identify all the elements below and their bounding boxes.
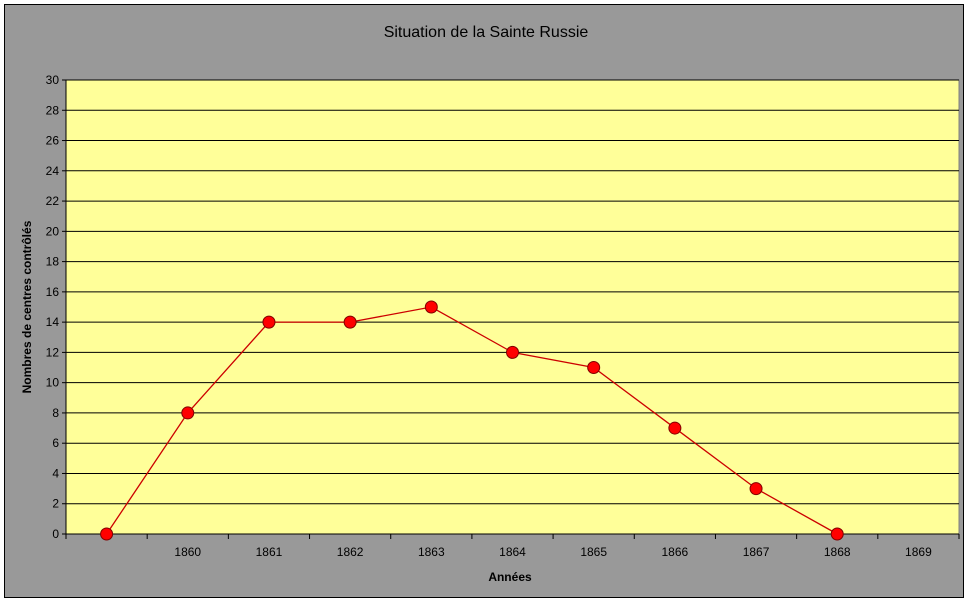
y-tick-label: 30	[46, 73, 60, 87]
y-tick-label: 2	[52, 497, 59, 511]
x-tick-label: 1863	[418, 545, 445, 559]
data-point-marker	[424, 300, 438, 314]
x-tick-label: 1862	[337, 545, 364, 559]
x-axis-ticks: 1860 1861 1862 1863 1864 1865 1866 1867 1868 1869	[65, 534, 960, 559]
x-tick-label: 1866	[662, 545, 689, 559]
y-tick-label: 28	[46, 103, 60, 117]
y-tick-label: 6	[52, 436, 59, 450]
data-point-marker	[100, 527, 114, 541]
y-tick-label: 26	[46, 134, 60, 148]
plot-area	[65, 79, 960, 535]
chart-title: Situation de la Sainte Russie	[384, 24, 589, 41]
y-tick-label: 24	[46, 164, 60, 178]
x-axis-title: Années	[488, 570, 532, 584]
line-chart: Situation de la Sainte Russie 0246810121…	[20, 24, 960, 584]
data-point-marker	[262, 315, 276, 329]
data-point-marker	[587, 361, 601, 375]
data-point-marker	[343, 315, 357, 329]
data-point-marker	[749, 482, 763, 496]
x-tick-label: 1869	[905, 545, 932, 559]
y-tick-label: 0	[52, 527, 59, 541]
y-tick-label: 16	[46, 285, 60, 299]
y-tick-label: 4	[52, 466, 59, 480]
chart-frame: Situation de la Sainte Russie 0 2 4 6 8 10 12 1…	[4, 4, 964, 598]
x-tick-label: 1864	[499, 545, 526, 559]
data-point-marker	[181, 406, 195, 420]
axes	[65, 80, 959, 535]
y-tick-label: 10	[46, 376, 60, 390]
data-point-marker	[506, 345, 519, 359]
x-tick-label: 1867	[743, 545, 770, 559]
y-axis-title: Nombres de centres contrôlés	[20, 220, 34, 393]
y-tick-label: 14	[46, 315, 60, 329]
x-tick-label: 1868	[824, 545, 851, 559]
data-point-marker	[830, 527, 844, 541]
series-line	[106, 306, 838, 535]
y-tick-label: 8	[52, 406, 59, 420]
y-tick-label: 12	[46, 345, 60, 359]
x-tick-label: 1861	[256, 545, 283, 559]
y-tick-label: 20	[46, 224, 60, 238]
x-tick-label: 1860	[174, 545, 201, 559]
series-layer	[100, 300, 844, 541]
x-tick-label: 1865	[580, 545, 607, 559]
y-tick-label: 18	[46, 255, 60, 269]
y-tick-label: 22	[46, 194, 60, 208]
data-point-marker	[668, 421, 682, 435]
